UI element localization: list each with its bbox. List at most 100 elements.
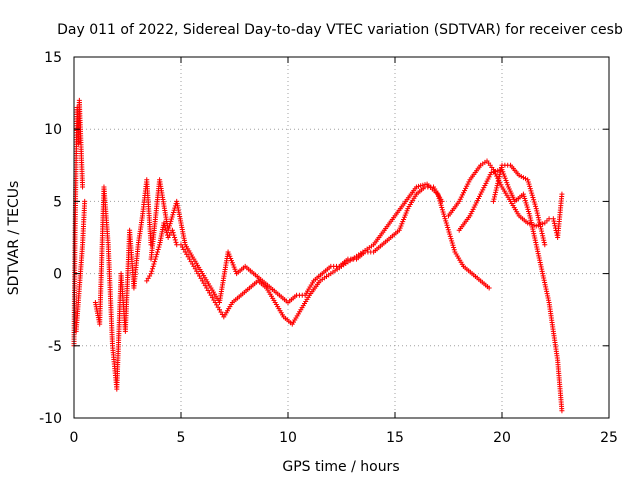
data-point [439,205,445,211]
data-point [172,237,178,243]
data-point [534,210,540,216]
y-tick-label: -5 [48,339,62,355]
data-point [439,207,445,213]
data-point [152,259,158,265]
x-tick-label: 25 [600,430,618,446]
x-tick-label: 10 [279,430,297,446]
data-point [166,225,172,231]
data-point [82,198,88,204]
data-point [541,239,547,245]
data-point [168,216,174,222]
data-point [533,206,539,212]
data-point [525,179,531,185]
data-point [525,177,531,183]
data-point [441,213,447,219]
data-point [445,227,451,233]
data-point [540,235,546,241]
data-point [498,165,504,171]
data-point [153,254,159,260]
data-point [498,167,504,173]
data-point [493,187,499,193]
data-point [446,229,452,235]
data-point [169,214,175,220]
data-point [449,240,455,246]
data-point [445,225,451,231]
x-axis-label: GPS time / hours [282,459,399,475]
data-point [149,266,155,272]
data-point [172,235,178,240]
data-point [538,224,544,230]
data-point [551,220,557,226]
data-point [444,222,450,228]
data-point [438,202,444,208]
data-point [167,221,173,227]
data-point [539,228,545,234]
data-point [171,232,177,238]
data-point [497,169,503,175]
data-point [486,285,492,291]
data-point [531,199,537,205]
x-tick-label: 20 [493,430,511,446]
data-point [156,244,162,250]
data-point [170,212,176,218]
data-point [443,218,449,224]
y-tick-label: 10 [44,122,62,138]
data-point [491,196,497,202]
data-point [494,185,500,191]
data-point [528,188,534,194]
data-point [529,190,535,196]
data-point [451,247,457,253]
data-point [447,231,453,237]
data-point [448,236,454,242]
data-point [493,189,499,195]
data-point [492,192,498,198]
data-point [161,220,167,226]
data-point [148,271,154,277]
data-point [169,227,175,233]
data-point [540,233,546,239]
data-point [492,194,498,200]
data-point [166,223,172,229]
x-tick-label: 15 [386,430,404,446]
data-point [538,226,544,232]
data-point [539,230,545,236]
data-point [439,198,445,204]
data-point [170,230,176,236]
data-point [441,211,447,217]
data-point [154,249,160,255]
data-point [80,184,86,190]
data-point [435,191,441,197]
data-point [152,256,158,262]
data-point [534,208,540,214]
data-point [450,242,456,248]
data-point [529,192,535,198]
data-point [533,203,539,209]
y-tick-label: -10 [39,411,62,427]
data-point [155,247,161,253]
data-point [532,201,538,207]
y-axis-label: SDTVAR / TECUs [6,181,22,296]
data-point [449,238,455,244]
x-tick-label: 5 [177,430,186,446]
data-point [490,198,496,204]
data-point [559,191,565,197]
data-point [551,218,557,224]
data-point [537,221,543,227]
data-point [542,242,548,248]
data-point [497,171,503,177]
data-point [447,233,453,239]
data-point [546,216,552,222]
data-point [541,237,547,243]
axis-ticks: 0 5 10 15 20 25 -10 -5 0 5 10 15 [39,50,618,446]
data-point [535,215,541,221]
data-point [154,251,160,257]
data-point [173,239,179,245]
y-tick-label: 5 [53,194,62,210]
data-point [495,180,501,186]
data-point [440,209,446,215]
data-point [171,207,177,213]
data-point [527,186,533,192]
data-point [536,217,542,223]
data-point [150,263,156,269]
data-point [165,227,171,233]
